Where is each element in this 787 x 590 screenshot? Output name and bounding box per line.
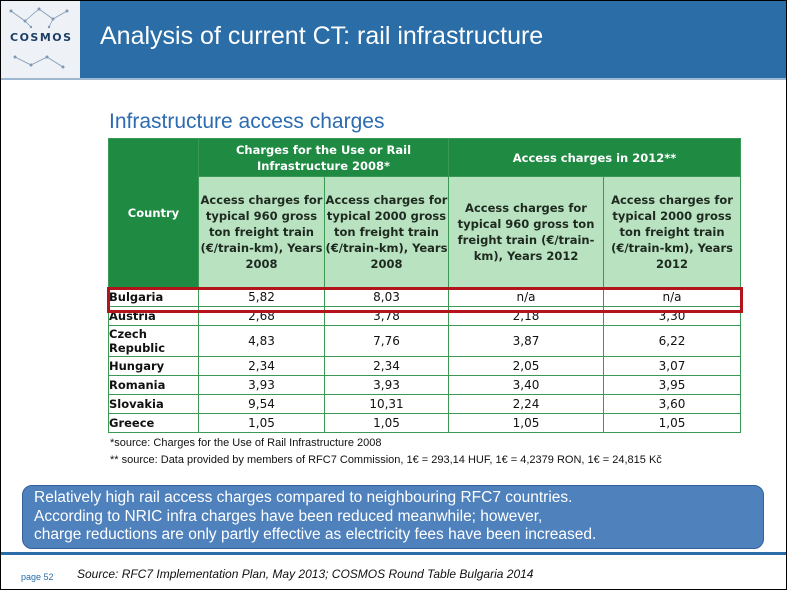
cell-value: 2,34 (198, 356, 325, 376)
cell-value: 3,95 (603, 375, 742, 395)
callout-line: Relatively high rail access charges comp… (34, 489, 573, 506)
cell-value: n/a (603, 287, 742, 307)
cell-value: 3,93 (198, 375, 325, 395)
table-row: Greece 1,05 1,05 1,05 1,05 (108, 413, 742, 433)
cell-value: 2,05 (448, 356, 605, 376)
cell-value: 1,05 (323, 413, 450, 433)
cell-value: 1,05 (603, 413, 742, 433)
row-country: Hungary (108, 356, 199, 376)
table-row: Hungary 2,34 2,34 2,05 3,07 (108, 356, 742, 376)
cell-value: 7,76 (323, 325, 450, 357)
cell-value: 2,34 (323, 356, 450, 376)
header-col-960-2008: Access charges for typical 960 gross ton… (198, 176, 325, 288)
cell-value: 3,30 (603, 306, 742, 326)
row-country: Austria (108, 306, 199, 326)
cell-value: 8,03 (323, 287, 450, 307)
slide-title: Analysis of current CT: rail infrastruct… (100, 22, 544, 50)
cell-value: n/a (448, 287, 605, 307)
callout-line: charge reductions are only partly effect… (34, 526, 597, 543)
header-col-2000-2012: Access charges for typical 2000 gross to… (603, 176, 742, 288)
access-charges-table: Country Charges for the Use or Rail Infr… (108, 138, 742, 433)
summary-callout: Relatively high rail access charges comp… (22, 485, 764, 549)
header-col-960-2012: Access charges for typical 960 gross ton… (448, 176, 605, 288)
footer-divider (1, 552, 786, 555)
cell-value: 3,40 (448, 375, 605, 395)
cell-value: 1,05 (448, 413, 605, 433)
header-col-2000-2008: Access charges for typical 2000 gross to… (323, 176, 450, 288)
section-subtitle: Infrastructure access charges (109, 110, 385, 133)
source-citation: Source: RFC7 Implementation Plan, May 20… (77, 567, 534, 581)
page-number: page 52 (21, 572, 54, 582)
header-group-2008: Charges for the Use or Rail Infrastructu… (197, 138, 450, 177)
row-country: Bulgaria (108, 287, 199, 307)
constellation-icon (9, 7, 69, 69)
cell-value: 3,93 (323, 375, 450, 395)
cell-value: 3,87 (448, 325, 605, 357)
row-country: Romania (108, 375, 199, 395)
table-row: Romania 3,93 3,93 3,40 3,95 (108, 375, 742, 395)
cell-value: 2,68 (198, 306, 325, 326)
cell-value: 3,60 (603, 394, 742, 414)
row-country: Slovakia (108, 394, 199, 414)
cell-value: 9,54 (198, 394, 325, 414)
table-row: Austria 2,68 3,78 2,18 3,30 (108, 306, 742, 326)
cell-value: 3,07 (603, 356, 742, 376)
cell-value: 5,82 (198, 287, 325, 307)
footnote-2008: *source: Charges for the Use of Rail Inf… (110, 437, 382, 449)
table-row: Slovakia 9,54 10,31 2,24 3,60 (108, 394, 742, 414)
cell-value: 10,31 (323, 394, 450, 414)
cell-value: 6,22 (603, 325, 742, 357)
logo-text: COSMOS (10, 31, 73, 44)
callout-line: According to NRIC infra charges have bee… (34, 507, 543, 525)
table-row: Czech Republic 4,83 7,76 3,87 6,22 (108, 325, 742, 357)
cell-value: 4,83 (198, 325, 325, 357)
cell-value: 3,78 (323, 306, 450, 326)
footnote-2012: ** source: Data provided by members of R… (110, 454, 662, 466)
cell-value: 2,18 (448, 306, 605, 326)
header-divider (1, 78, 786, 80)
header-country: Country (108, 138, 199, 288)
logo: COSMOS (1, 1, 80, 78)
cell-value: 2,24 (448, 394, 605, 414)
row-country: Greece (108, 413, 199, 433)
row-country: Czech Republic (108, 325, 199, 357)
header-bar: COSMOS Analysis of current CT: rail infr… (1, 1, 786, 78)
table-row: Bulgaria 5,82 8,03 n/a n/a (108, 287, 742, 307)
cell-value: 1,05 (198, 413, 325, 433)
header-group-2012: Access charges in 2012** (448, 138, 742, 177)
